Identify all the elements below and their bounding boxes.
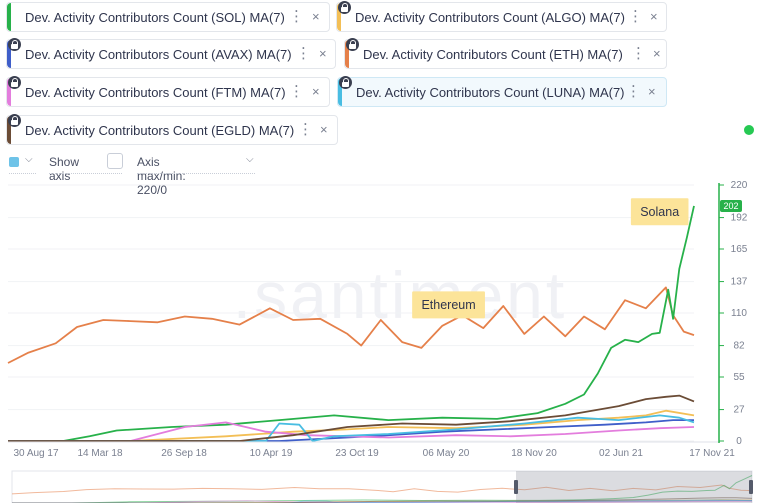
metric-label: Dev. Activity Contributors Count (AVAX) … xyxy=(25,47,292,62)
timeline-navigator[interactable] xyxy=(11,470,753,503)
annotation-ethereum: Ethereum xyxy=(412,291,485,319)
more-options-icon[interactable]: ⋮ xyxy=(298,121,313,138)
navigator-handle-right[interactable] xyxy=(749,480,753,494)
navigator-series xyxy=(12,499,753,503)
series-line[interactable] xyxy=(8,409,695,442)
metric-chip[interactable]: Dev. Activity Contributors Count (ALGO) … xyxy=(336,1,667,32)
current-value-label: 202 xyxy=(723,201,738,211)
series-color-bar xyxy=(338,78,342,106)
more-options-icon[interactable]: ⋮ xyxy=(296,45,311,62)
series-color-bar xyxy=(7,78,11,106)
metric-chip[interactable]: Dev. Activity Contributors Count (ETH) M… xyxy=(344,38,667,69)
close-icon[interactable]: × xyxy=(319,46,327,61)
show-axis-checkbox[interactable] xyxy=(107,153,123,169)
lock-icon xyxy=(339,76,352,89)
metric-chip[interactable]: Dev. Activity Contributors Count (SOL) M… xyxy=(6,2,330,32)
annotation-label: Solana xyxy=(640,205,679,219)
series-color-bar xyxy=(337,3,341,31)
navigator-series xyxy=(11,484,753,495)
series-color-bar xyxy=(7,116,11,144)
navigator-handle-left[interactable] xyxy=(514,480,518,494)
annotation-box xyxy=(412,291,485,319)
x-tick-label: 26 Sep 18 xyxy=(161,448,207,459)
lock-icon xyxy=(346,38,359,51)
metric-chip[interactable]: Dev. Activity Contributors Count (EGLD) … xyxy=(6,114,338,145)
chevron-down-icon[interactable]: ⌵ xyxy=(246,154,254,165)
more-options-icon[interactable]: ⋮ xyxy=(626,83,641,100)
x-tick-label: 30 Aug 17 xyxy=(13,448,58,459)
y-tick-label: 82 xyxy=(733,341,745,352)
annotation-label: Ethereum xyxy=(421,298,475,312)
x-tick-label: 17 Nov 21 xyxy=(689,448,735,459)
lock-icon xyxy=(8,114,21,127)
lock-icon xyxy=(338,1,351,14)
y-tick-label: 27 xyxy=(733,405,745,416)
series-line[interactable] xyxy=(8,419,694,442)
close-icon[interactable]: × xyxy=(312,9,320,24)
chevron-down-icon[interactable]: ⌵ xyxy=(25,154,33,165)
x-tick-label: 18 Nov 20 xyxy=(511,448,557,459)
annotation-solana: Solana xyxy=(630,198,689,226)
x-tick-label: 02 Jun 21 xyxy=(599,448,643,459)
y-tick-label: 0 xyxy=(736,436,742,447)
lock-icon xyxy=(8,38,21,51)
navigator-series xyxy=(12,497,753,503)
series-color-bar xyxy=(7,40,11,68)
y-tick-label: 137 xyxy=(731,277,748,288)
more-options-icon[interactable]: ⋮ xyxy=(628,8,643,25)
series-line[interactable] xyxy=(8,394,695,442)
annotation-box xyxy=(630,198,689,226)
y-tick-label: 110 xyxy=(731,308,747,319)
metric-label: Dev. Activity Contributors Count (LUNA) … xyxy=(356,85,625,100)
close-icon[interactable]: × xyxy=(320,122,328,137)
series-line[interactable] xyxy=(7,286,695,364)
divider xyxy=(9,172,36,174)
divider xyxy=(49,172,122,174)
x-tick-label: 06 May 20 xyxy=(423,448,470,459)
more-options-icon[interactable]: ⋮ xyxy=(289,83,304,100)
metric-label: Dev. Activity Contributors Count (FTM) M… xyxy=(25,85,286,100)
close-icon[interactable]: × xyxy=(653,46,661,61)
metric-chip[interactable]: Dev. Activity Contributors Count (LUNA) … xyxy=(337,76,667,107)
watermark: .santiment xyxy=(233,258,567,332)
metric-label: Dev. Activity Contributors Count (EGLD) … xyxy=(25,123,295,138)
navigator-selection[interactable] xyxy=(516,471,752,503)
axis-maxmin-dropdown[interactable]: Axis max/min: 220/0 xyxy=(137,155,186,197)
metric-label: Dev. Activity Contributors Count (ALGO) … xyxy=(355,10,625,25)
x-tick-label: 10 Apr 19 xyxy=(250,448,293,459)
y-tick-label: 165 xyxy=(731,244,748,255)
close-icon[interactable]: × xyxy=(312,84,320,99)
series-line[interactable] xyxy=(8,414,695,442)
divider xyxy=(137,172,255,174)
metric-label: Dev. Activity Contributors Count (ETH) M… xyxy=(363,47,623,62)
metric-label: Dev. Activity Contributors Count (SOL) M… xyxy=(25,10,285,25)
series-color-bar xyxy=(7,3,11,31)
series-color-bar xyxy=(345,40,349,68)
metric-chip[interactable]: Dev. Activity Contributors Count (FTM) M… xyxy=(6,76,330,107)
close-icon[interactable]: × xyxy=(648,84,656,99)
y-tick-label: 220 xyxy=(731,180,748,191)
y-tick-label: 55 xyxy=(733,372,745,383)
status-dot xyxy=(744,125,754,135)
series-line[interactable] xyxy=(8,205,695,442)
more-options-icon[interactable]: ⋮ xyxy=(631,45,646,62)
close-icon[interactable]: × xyxy=(650,9,658,24)
series-line[interactable] xyxy=(8,421,695,442)
x-tick-label: 23 Oct 19 xyxy=(335,448,379,459)
x-tick-label: 14 Mar 18 xyxy=(77,448,122,459)
show-axis-label: Show axis xyxy=(49,155,80,183)
more-options-icon[interactable]: ⋮ xyxy=(289,8,304,25)
y-tick-label: 192 xyxy=(731,213,748,224)
lock-icon xyxy=(8,76,21,89)
current-value-badge xyxy=(720,199,742,212)
color-picker-swatch[interactable] xyxy=(9,157,19,167)
metric-chip[interactable]: Dev. Activity Contributors Count (AVAX) … xyxy=(6,38,336,69)
